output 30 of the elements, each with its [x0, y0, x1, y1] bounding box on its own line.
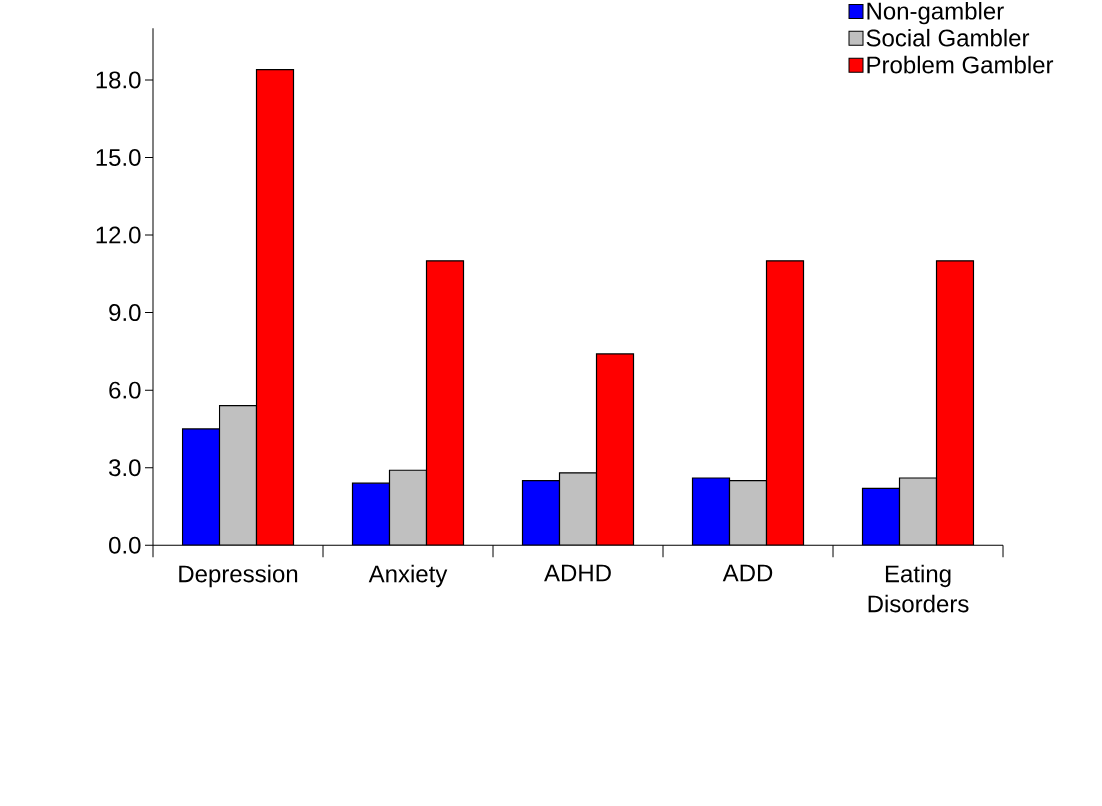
- y-tick-label: 6.0: [109, 381, 141, 399]
- y-tick-label: 18.0: [96, 71, 141, 89]
- legend-label: Problem Gambler: [867, 55, 1054, 74]
- bar: [389, 470, 427, 546]
- bar: [935, 260, 975, 546]
- bar: [861, 487, 901, 546]
- bar: [692, 477, 730, 546]
- y-tick-label: 0.0: [109, 536, 141, 554]
- legend-label: Non-gambler: [867, 1, 1004, 25]
- x-tick-label: Anxiety: [368, 564, 448, 587]
- y-tick-label: 9.0: [109, 303, 141, 321]
- bar: [766, 260, 804, 546]
- bar: [898, 477, 938, 546]
- bar: [559, 472, 597, 546]
- x-tick-label: ADD: [722, 564, 773, 582]
- x-tick-label: Eating Disorders: [868, 564, 969, 613]
- bar: [729, 480, 767, 546]
- y-tick-label: 15.0: [96, 148, 141, 166]
- legend-label: Social Gambler: [866, 28, 1030, 47]
- bar: [256, 69, 294, 546]
- y-tick-label: 3.0: [109, 459, 141, 477]
- bar: [182, 428, 220, 546]
- bar: [352, 483, 390, 546]
- x-tick-label: Depression: [179, 564, 298, 587]
- bar: [219, 405, 257, 546]
- y-tick-label: 12.0: [96, 226, 141, 244]
- x-tick-label: ADHD: [544, 564, 611, 582]
- bar: [596, 353, 634, 546]
- bar: [522, 480, 560, 546]
- bar: [426, 260, 464, 546]
